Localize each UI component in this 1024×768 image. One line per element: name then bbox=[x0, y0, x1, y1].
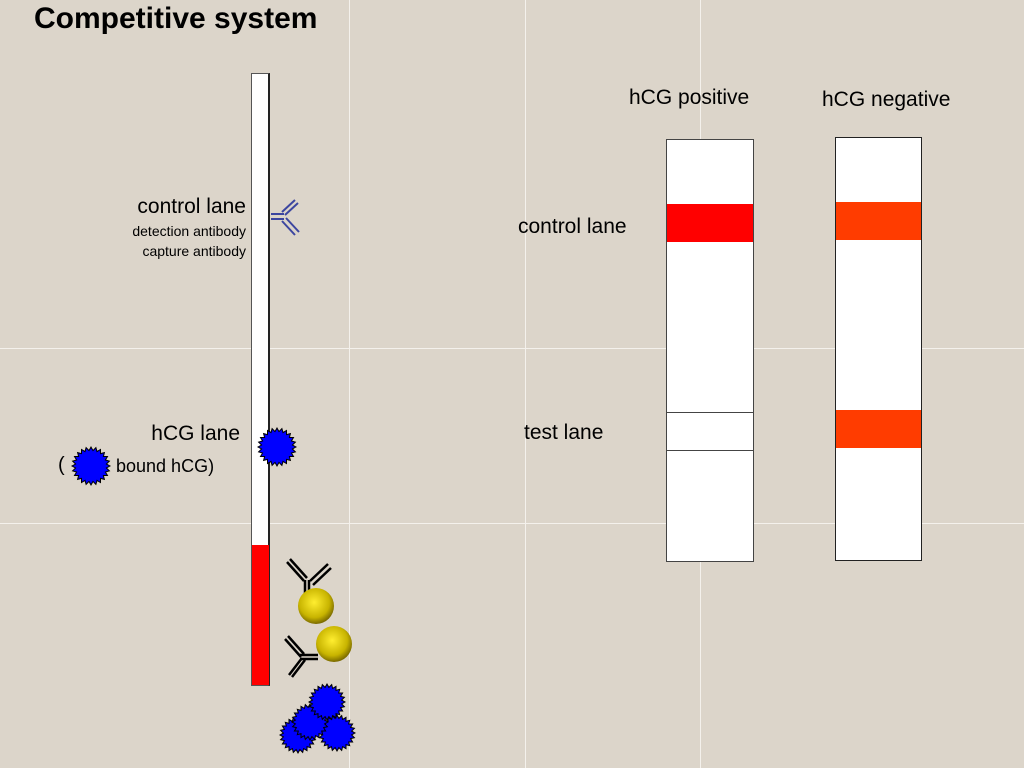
hcg-lane-label: hCG lane bbox=[151, 422, 240, 445]
control-antibody-icon bbox=[271, 199, 300, 236]
hcg-positive-label: hCG positive bbox=[629, 86, 750, 109]
grid-line bbox=[349, 0, 350, 768]
positive-test-zone-empty bbox=[666, 412, 754, 451]
page-title: Competitive system bbox=[34, 2, 318, 35]
hcg-molecule-icon bbox=[307, 682, 347, 722]
grid-line bbox=[525, 0, 526, 768]
bound-hcg-label: bound hCG) bbox=[116, 456, 215, 476]
hcg-negative-label: hCG negative bbox=[822, 88, 951, 111]
control-lane-label: control lane bbox=[137, 195, 246, 218]
sample-zone bbox=[252, 545, 269, 685]
test-lane-label: test lane bbox=[524, 421, 604, 444]
hcg-molecule-icon bbox=[256, 426, 298, 468]
grid-line bbox=[0, 348, 1024, 349]
hcg-molecule-icon bbox=[70, 445, 112, 487]
detection-antibody-label: detection antibody bbox=[132, 223, 246, 239]
gold-particle-icon bbox=[316, 626, 352, 662]
negative-control-band bbox=[836, 202, 921, 240]
capture-antibody-label: capture antibody bbox=[142, 243, 246, 259]
negative-test-band bbox=[836, 410, 921, 448]
positive-control-band bbox=[667, 204, 753, 242]
control-lane-label-right: control lane bbox=[518, 215, 627, 238]
open-paren: ( bbox=[58, 454, 65, 476]
test-strip-diagram bbox=[251, 73, 270, 686]
gold-particle-icon bbox=[298, 588, 334, 624]
gold-antibody-icon bbox=[284, 635, 318, 678]
grid-line bbox=[0, 523, 1024, 524]
